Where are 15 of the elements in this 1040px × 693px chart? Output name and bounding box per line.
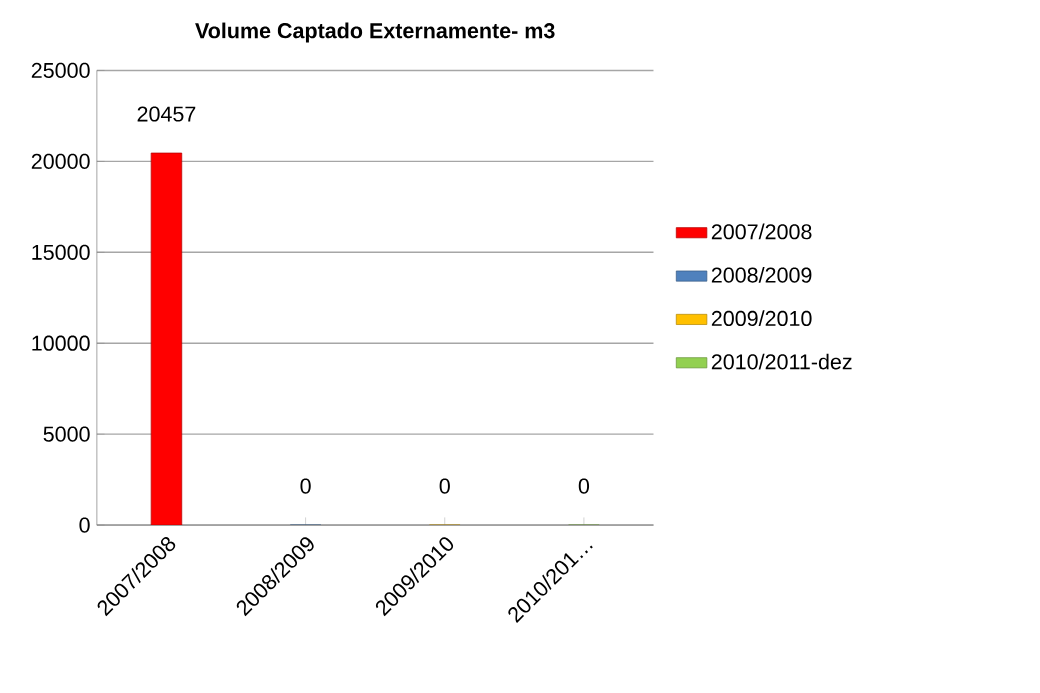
y-tick-label: 25000: [31, 62, 90, 78]
y-tick-label: 5000: [43, 426, 90, 442]
legend-label: 2009/2010: [711, 310, 812, 326]
data-label: 0: [300, 478, 311, 494]
y-tick-label: 0: [79, 517, 90, 533]
legend-label: 2010/2011-dez: [711, 353, 852, 370]
y-tick-label: 10000: [32, 335, 90, 351]
data-label: 20457: [137, 106, 196, 122]
data-label: 0: [578, 478, 590, 494]
y-tick-label: 15000: [32, 244, 90, 260]
chart-title: Volume Captado Externamente- m3: [195, 22, 555, 43]
data-label: 0: [439, 478, 450, 494]
y-tick-label: 20000: [31, 153, 90, 169]
legend-label: 2007/2008: [711, 223, 812, 240]
legend-label: 2008/2009: [711, 266, 812, 283]
